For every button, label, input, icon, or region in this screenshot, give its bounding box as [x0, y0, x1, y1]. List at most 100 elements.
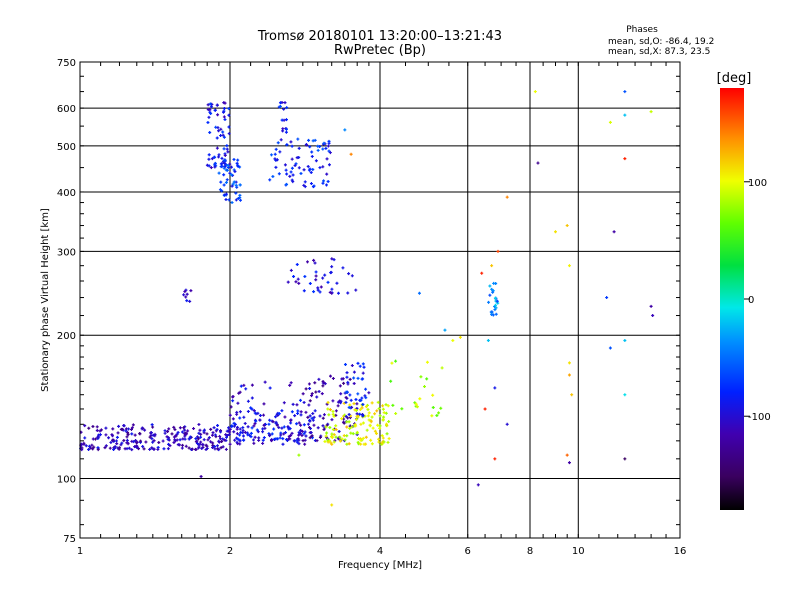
- data-point: [285, 172, 289, 176]
- data-point: [178, 443, 182, 447]
- data-point: [363, 394, 367, 398]
- data-point: [323, 440, 327, 444]
- data-point: [495, 299, 499, 303]
- data-point: [307, 382, 311, 386]
- data-point: [362, 442, 366, 446]
- data-point: [325, 183, 329, 187]
- data-point: [250, 396, 254, 400]
- data-point: [330, 287, 334, 291]
- data-point: [312, 415, 316, 419]
- data-point: [289, 170, 293, 174]
- data-point: [238, 198, 242, 202]
- data-point: [354, 418, 358, 422]
- data-point: [228, 413, 232, 417]
- data-point: [209, 427, 213, 431]
- data-point: [274, 147, 278, 151]
- data-point: [328, 374, 332, 378]
- data-point: [382, 440, 386, 444]
- data-point: [316, 148, 320, 152]
- data-point: [374, 431, 378, 435]
- data-point: [303, 442, 307, 446]
- data-point: [331, 412, 335, 416]
- data-point: [345, 371, 349, 375]
- data-point: [306, 415, 310, 419]
- data-point: [126, 427, 130, 431]
- data-point: [284, 118, 288, 122]
- data-point: [201, 443, 205, 447]
- data-point: [431, 405, 435, 409]
- data-point: [341, 377, 345, 381]
- data-point: [280, 118, 284, 122]
- data-point: [316, 426, 320, 430]
- data-point: [277, 172, 281, 176]
- data-point: [623, 457, 627, 461]
- data-point: [311, 168, 315, 172]
- data-point: [235, 440, 239, 444]
- grid-lines: [80, 62, 680, 538]
- data-point: [321, 276, 325, 280]
- data-point: [109, 440, 113, 444]
- data-point: [150, 423, 154, 427]
- colorbar-tick-label: 0: [748, 295, 754, 306]
- data-point: [224, 447, 228, 451]
- data-point: [197, 422, 201, 426]
- data-point: [227, 132, 231, 136]
- data-point: [322, 179, 326, 183]
- data-point: [268, 386, 272, 390]
- data-point: [249, 431, 253, 435]
- data-point: [308, 436, 312, 440]
- data-point: [307, 403, 311, 407]
- data-point: [261, 438, 265, 442]
- data-point: [387, 420, 391, 424]
- data-point: [219, 165, 223, 169]
- data-point: [296, 409, 300, 413]
- data-point: [360, 406, 364, 410]
- data-point: [318, 435, 322, 439]
- data-point: [227, 198, 231, 202]
- data-point: [234, 198, 238, 202]
- data-point: [278, 104, 282, 108]
- data-point: [313, 409, 317, 413]
- data-point: [384, 411, 388, 415]
- data-point: [325, 402, 329, 406]
- y-tick-label: 600: [57, 104, 76, 115]
- data-point: [297, 281, 301, 285]
- data-point: [325, 423, 329, 427]
- colorbar-ticks: 100 0 -100: [744, 178, 771, 423]
- data-point: [308, 414, 312, 418]
- data-point: [187, 446, 191, 450]
- data-point: [228, 430, 232, 434]
- data-point: [229, 405, 233, 409]
- data-point: [199, 432, 203, 436]
- data-point: [299, 423, 303, 427]
- data-point: [281, 437, 285, 441]
- data-point: [312, 290, 316, 294]
- data-point: [439, 406, 443, 410]
- data-point: [275, 158, 279, 162]
- data-point: [348, 403, 352, 407]
- data-point: [231, 417, 235, 421]
- data-point: [207, 115, 211, 119]
- data-point: [310, 434, 314, 438]
- data-point: [325, 431, 329, 435]
- data-point: [188, 299, 192, 303]
- data-point: [242, 415, 246, 419]
- data-point: [125, 435, 129, 439]
- data-point: [215, 136, 219, 140]
- data-point: [257, 438, 261, 442]
- data-point: [494, 312, 498, 316]
- data-point: [126, 433, 130, 437]
- data-point: [199, 440, 203, 444]
- x-tick-label: 8: [527, 546, 533, 557]
- data-point: [297, 155, 301, 159]
- data-points: [79, 90, 655, 507]
- x-tick-label: 2: [227, 546, 233, 557]
- data-point: [194, 448, 198, 452]
- data-point: [293, 414, 297, 418]
- data-point: [290, 431, 294, 435]
- data-point: [89, 446, 93, 450]
- data-point: [291, 173, 295, 177]
- data-point: [231, 182, 235, 186]
- data-point: [221, 445, 225, 449]
- data-point: [355, 431, 359, 435]
